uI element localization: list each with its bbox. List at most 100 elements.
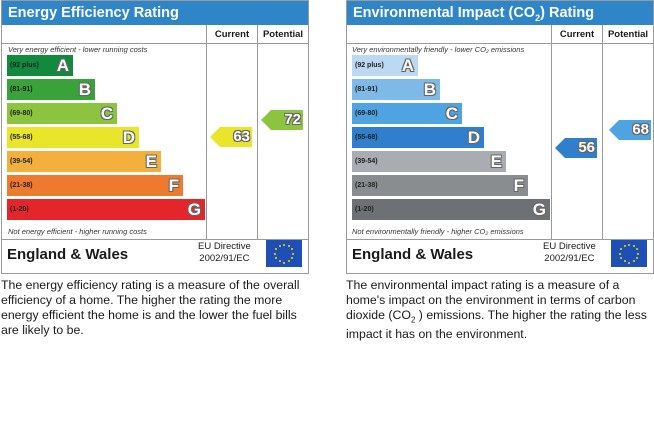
rating-band-a: (92 plus) A bbox=[352, 55, 418, 76]
energy-efficiency-panel: Energy Efficiency Rating Current Potenti… bbox=[1, 0, 309, 337]
flag-star bbox=[278, 244, 281, 247]
band-letter: B bbox=[78, 80, 91, 99]
band-range: (21-38) bbox=[10, 182, 33, 189]
band-range: (39-54) bbox=[355, 158, 378, 165]
band-letter: B bbox=[423, 80, 436, 99]
flag-star bbox=[283, 243, 285, 246]
rating-band-c: (69-80) C bbox=[352, 103, 462, 124]
flag-star bbox=[619, 252, 621, 255]
rating-band-d: (55-68) D bbox=[7, 127, 139, 148]
flag-star bbox=[620, 257, 623, 259]
current-header: Current bbox=[559, 29, 595, 40]
band-letter: F bbox=[168, 176, 179, 195]
band-letter: D bbox=[122, 128, 135, 147]
potential-rating-value: 68 bbox=[632, 121, 649, 138]
eu-flag-icon bbox=[266, 240, 302, 267]
flag-star bbox=[290, 257, 293, 259]
environment-title: Environmental Impact (CO2) Rating bbox=[347, 1, 653, 25]
band-range: (69-80) bbox=[355, 110, 378, 117]
flag-star bbox=[620, 248, 623, 250]
eu-directive: EU Directive 2002/91/EC bbox=[543, 241, 596, 265]
rating-band-d: (55-68) D bbox=[352, 127, 484, 148]
flag-star bbox=[274, 252, 276, 255]
flag-star bbox=[628, 261, 630, 264]
potential-header: Potential bbox=[262, 29, 304, 40]
flag-star bbox=[292, 252, 294, 255]
flag-star bbox=[635, 248, 638, 250]
flag-star bbox=[628, 243, 630, 246]
environment-description: The environmental impact rating is a mea… bbox=[346, 278, 647, 342]
flag-star bbox=[637, 252, 639, 255]
band-range: (81-91) bbox=[10, 86, 33, 93]
eu-directive-line1: EU Directive bbox=[198, 241, 251, 252]
band-range: (92 plus) bbox=[10, 62, 39, 69]
rating-band-g: (1-20) G bbox=[7, 199, 205, 220]
band-range: (55-68) bbox=[355, 134, 378, 141]
energy-description: The energy efficiency rating is a measur… bbox=[1, 278, 300, 337]
eu-directive-line2: 2002/91/EC bbox=[199, 253, 250, 264]
band-letter: C bbox=[100, 104, 113, 123]
potential-rating-value: 72 bbox=[284, 111, 301, 128]
energy-title: Energy Efficiency Rating bbox=[2, 1, 308, 25]
region-label: England & Wales bbox=[352, 246, 474, 263]
potential-rating-arrow: 72 bbox=[261, 110, 303, 130]
potential-rating-arrow: 68 bbox=[609, 120, 651, 140]
rating-band-c: (69-80) C bbox=[7, 103, 117, 124]
bottom-note: Not environmentally friendly - higher CO… bbox=[352, 227, 524, 236]
bottom-note: Not energy efficient - higher running co… bbox=[8, 227, 147, 236]
current-arrow-shape bbox=[555, 138, 597, 158]
region-label: England & Wales bbox=[7, 246, 129, 263]
band-range: (1-20) bbox=[10, 206, 29, 213]
potential-arrow-shape bbox=[261, 110, 303, 130]
flag-star bbox=[275, 257, 278, 259]
rating-band-b: (81-91) B bbox=[7, 79, 95, 100]
rating-band-b: (81-91) B bbox=[352, 79, 440, 100]
current-rating-arrow: 63 bbox=[210, 127, 252, 147]
flag-star bbox=[635, 257, 638, 259]
flag-star bbox=[632, 244, 635, 247]
band-letter: A bbox=[56, 56, 69, 75]
eu-directive-line2: 2002/91/EC bbox=[544, 253, 595, 264]
flag-star bbox=[623, 244, 626, 247]
environmental-impact-panel: Environmental Impact (CO2) Rating Curren… bbox=[346, 0, 654, 341]
band-letter: E bbox=[145, 152, 157, 171]
band-range: (21-38) bbox=[355, 182, 378, 189]
flag-star bbox=[278, 260, 281, 263]
band-letter: G bbox=[187, 200, 201, 219]
band-range: (55-68) bbox=[10, 134, 33, 141]
current-arrow-shape bbox=[210, 127, 252, 147]
flag-star bbox=[290, 248, 293, 250]
band-letter: F bbox=[513, 176, 524, 195]
flag-star bbox=[623, 260, 626, 263]
potential-header: Potential bbox=[607, 29, 649, 40]
band-range: (39-54) bbox=[10, 158, 33, 165]
flag-star bbox=[632, 260, 635, 263]
band-letter: G bbox=[532, 200, 546, 219]
rating-band-f: (21-38) F bbox=[352, 175, 528, 196]
environment-rating-chart: Environmental Impact (CO2) Rating Curren… bbox=[346, 0, 654, 274]
top-note: Very energy efficient - lower running co… bbox=[8, 45, 148, 54]
band-letter: C bbox=[445, 104, 458, 123]
current-rating-arrow: 56 bbox=[555, 138, 597, 158]
potential-arrow-shape bbox=[609, 120, 651, 140]
rating-band-a: (92 plus) A bbox=[7, 55, 73, 76]
band-range: (92 plus) bbox=[355, 62, 384, 69]
flag-star bbox=[275, 248, 278, 250]
energy-rating-chart: Energy Efficiency Rating Current Potenti… bbox=[1, 0, 309, 274]
rating-band-e: (39-54) E bbox=[7, 151, 161, 172]
flag-star bbox=[287, 260, 290, 263]
current-rating-value: 63 bbox=[233, 128, 250, 145]
band-letter: E bbox=[490, 152, 502, 171]
rating-band-e: (39-54) E bbox=[352, 151, 506, 172]
band-letter: A bbox=[401, 56, 414, 75]
band-range: (69-80) bbox=[10, 110, 33, 117]
band-letter: D bbox=[467, 128, 480, 147]
current-header: Current bbox=[214, 29, 250, 40]
eu-directive: EU Directive 2002/91/EC bbox=[198, 241, 251, 265]
rating-band-f: (21-38) F bbox=[7, 175, 183, 196]
band-range: (81-91) bbox=[355, 86, 378, 93]
flag-star bbox=[287, 244, 290, 247]
band-range: (1-20) bbox=[355, 206, 374, 213]
flag-star bbox=[283, 261, 285, 264]
top-note: Very environmentally friendly - lower CO… bbox=[352, 45, 525, 54]
